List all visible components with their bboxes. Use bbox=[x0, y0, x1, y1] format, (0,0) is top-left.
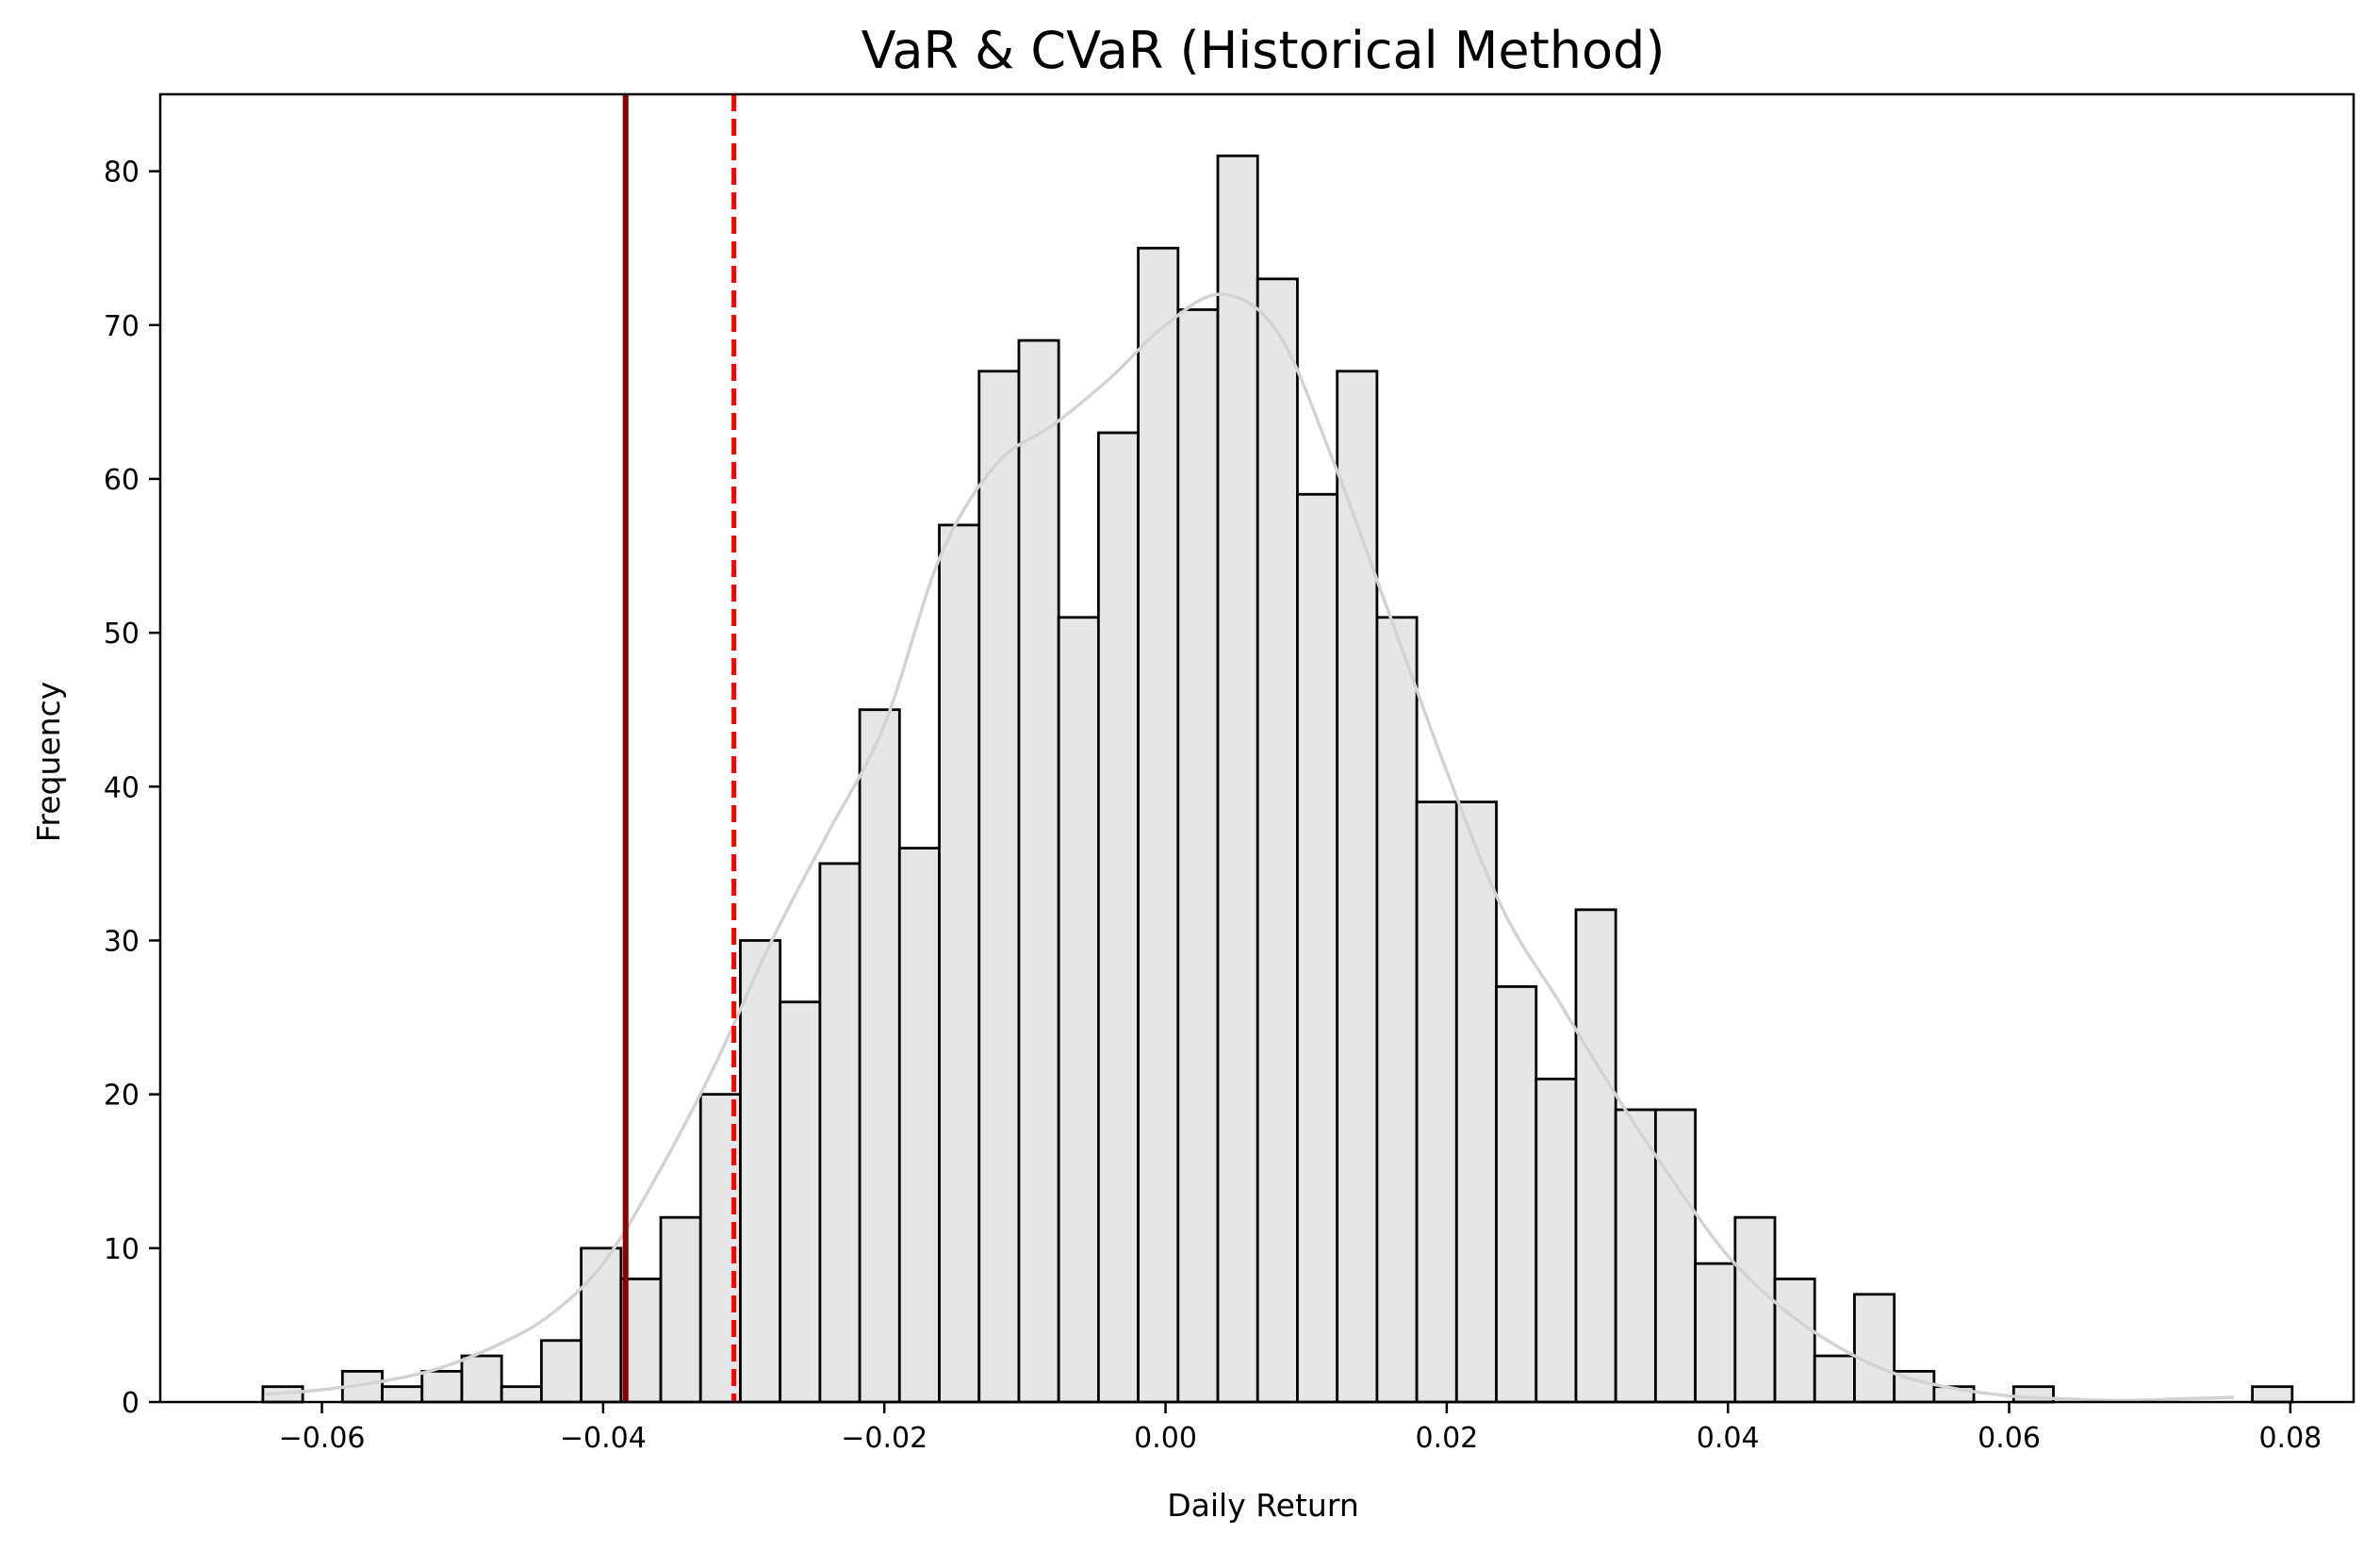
histogram-bar bbox=[1057, 616, 1100, 1404]
y-tick-label: 50 bbox=[104, 618, 140, 651]
histogram-bar bbox=[381, 1385, 424, 1404]
histogram-bar bbox=[938, 523, 981, 1404]
y-tick-label: 0 bbox=[122, 1387, 140, 1420]
histogram-bar bbox=[779, 1000, 822, 1404]
plot-frame bbox=[158, 92, 2355, 1404]
histogram-bar bbox=[1256, 277, 1299, 1404]
x-tick-label: 0.02 bbox=[1415, 1422, 1478, 1455]
histogram-bar bbox=[1614, 1108, 1657, 1404]
histogram-bar bbox=[500, 1385, 543, 1404]
y-tick-label: 20 bbox=[104, 1080, 140, 1113]
y-tick-label: 40 bbox=[104, 771, 140, 804]
histogram-bar bbox=[659, 1215, 702, 1404]
histogram-bar bbox=[1813, 1354, 1856, 1404]
histogram-bar bbox=[460, 1354, 503, 1404]
histogram-bar bbox=[1773, 1278, 1816, 1404]
histogram-bar bbox=[1137, 246, 1180, 1404]
histogram-bar bbox=[2251, 1385, 2294, 1404]
histogram-bar bbox=[1574, 908, 1617, 1404]
kde-line bbox=[265, 292, 2235, 1403]
histogram-bar bbox=[1694, 1262, 1737, 1404]
histogram-bar bbox=[1653, 1108, 1698, 1404]
kde-layer bbox=[265, 292, 2235, 1403]
histogram-bar bbox=[1176, 308, 1220, 1404]
y-axis-label: Frequency bbox=[30, 682, 67, 842]
histogram-bar bbox=[1216, 154, 1259, 1404]
x-tick-label: 0.00 bbox=[1134, 1422, 1197, 1455]
chart-title: VaR & CVaR (Historical Method) bbox=[862, 21, 1666, 80]
histogram-bar bbox=[1454, 800, 1498, 1404]
histogram-bar bbox=[1096, 431, 1141, 1404]
histogram-bar bbox=[858, 708, 901, 1404]
x-tick-label: 0.06 bbox=[1978, 1422, 2041, 1455]
histogram-bar bbox=[739, 939, 782, 1404]
y-tick-label: 70 bbox=[104, 310, 140, 343]
histogram-bar bbox=[1296, 492, 1339, 1404]
x-tick-label: 0.08 bbox=[2258, 1422, 2322, 1455]
histogram-bar bbox=[1415, 800, 1458, 1404]
histogram-bar bbox=[1375, 616, 1419, 1404]
x-axis-label: Daily Return bbox=[1167, 1487, 1359, 1524]
y-tick-label: 80 bbox=[104, 157, 140, 190]
histogram-bar bbox=[818, 862, 862, 1404]
histogram-bar bbox=[580, 1246, 623, 1404]
histogram-bar bbox=[897, 847, 941, 1404]
y-tick-label: 30 bbox=[104, 925, 140, 958]
y-tick-label: 60 bbox=[104, 464, 140, 497]
y-tick-label: 10 bbox=[104, 1233, 140, 1266]
x-tick-label: −0.04 bbox=[560, 1422, 647, 1455]
histogram-bar bbox=[1535, 1077, 1578, 1404]
histogram-bar bbox=[977, 370, 1021, 1404]
x-tick-label: 0.04 bbox=[1697, 1422, 1760, 1455]
x-axis: −0.06 −0.04 −0.02 0.00 0.02 0.04 0.06 0.08 bbox=[279, 1402, 2322, 1455]
reference-lines-layer bbox=[622, 94, 737, 1402]
histogram-bar bbox=[539, 1339, 583, 1404]
histogram-bar bbox=[1853, 1293, 1896, 1404]
histogram-bar bbox=[1733, 1215, 1777, 1404]
x-tick-label: −0.02 bbox=[841, 1422, 927, 1455]
bars-layer bbox=[261, 154, 2294, 1404]
histogram-bar bbox=[1495, 985, 1538, 1404]
histogram-bar bbox=[420, 1369, 464, 1404]
y-axis: 0 10 20 30 40 50 60 70 80 bbox=[104, 157, 160, 1420]
histogram-bar bbox=[1017, 338, 1060, 1404]
x-tick-label: −0.06 bbox=[279, 1422, 366, 1455]
